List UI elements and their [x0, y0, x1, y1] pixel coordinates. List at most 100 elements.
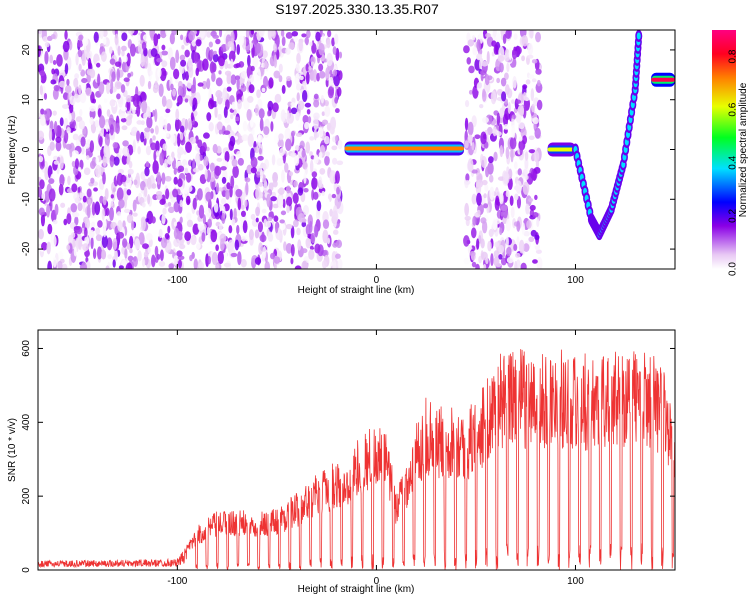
spectrogram-noise-blob [255, 186, 261, 201]
spectrogram-noise-blob [509, 195, 514, 206]
spectrogram-noise-blob [149, 30, 156, 39]
spectrogram-noise-blob [67, 175, 71, 186]
colorbar: 0.0 0.2 0.4 0.6 0.8 Normalized spectral ampl… [712, 30, 749, 276]
spectrogram-noise-blob [98, 189, 103, 196]
spectrogram-noise-blob [196, 188, 203, 201]
spectrogram-noise-blob [69, 103, 74, 114]
spectrogram-noise-blob [156, 57, 163, 63]
spectrogram-noise-blob [271, 191, 277, 197]
spectrogram-noise-blob [247, 95, 254, 103]
spectrogram-noise-blob [257, 221, 264, 233]
spectrogram-noise-blob [487, 240, 492, 252]
spectrogram-noise-blob [535, 68, 542, 75]
spectrogram-noise-blob [271, 154, 276, 166]
spectrogram-carrier-line [344, 141, 464, 156]
spectrogram-noise-blob [155, 194, 163, 200]
spectrogram-noise-blob [511, 114, 517, 120]
spectrogram-noise-blob [259, 117, 264, 132]
spectrogram-noise-blob [185, 136, 189, 143]
spectrogram-noise-blob [158, 228, 163, 239]
spectrogram-noise-blob [70, 232, 76, 239]
spectrogram-noise-blob [489, 186, 495, 201]
spectrogram-noise-blob [324, 155, 330, 166]
spectrogram-noise-blob [535, 249, 542, 254]
spectrogram-noise-blob [513, 33, 518, 41]
spectrogram-noise-blob [78, 34, 84, 41]
spectrogram-noise-blob [94, 201, 101, 216]
spectrogram-noise-blob [190, 112, 194, 122]
spectrogram-noise-blob [519, 141, 524, 156]
spectrogram-noise-blob [166, 123, 172, 132]
spectrogram-noise-blob [336, 86, 342, 97]
spectrogram-noise-blob [103, 110, 107, 115]
spectrogram-noise-blob [150, 48, 158, 58]
spectrogram-noise-blob [128, 114, 133, 120]
spectrogram-noise-blob [479, 30, 484, 44]
spectrogram-noise-blob [58, 183, 64, 196]
spectrogram-noise-blob [527, 42, 534, 56]
spectrogram-noise-blob [52, 110, 57, 116]
spectrogram-noise-blob [89, 105, 97, 112]
spectrogram-noise-blob [73, 246, 77, 257]
spectrogram-noise-blob [149, 70, 153, 76]
spectrogram-line-core [547, 147, 576, 152]
spectrogram-noise-blob [534, 234, 540, 240]
spectrogram-noise-blob [160, 237, 168, 249]
spectrogram-noise-blob [292, 192, 299, 204]
spectrogram-noise-blob [186, 212, 192, 221]
spectrogram-noise-blob [516, 236, 520, 246]
spectrogram-noise-blob [150, 142, 157, 151]
spectrogram-noise-blob [524, 158, 529, 170]
spectrogram-noise-blob [254, 229, 259, 239]
spectrogram-noise-blob [463, 235, 470, 247]
spectrogram-noise-blob [92, 98, 97, 104]
spectrogram-noise-blob [471, 227, 477, 239]
spectrogram-noise-blob [488, 174, 494, 183]
spectrogram-noise-blob [172, 188, 179, 198]
spectrogram-noise-blob [186, 118, 193, 131]
spectrogram-noise-blob [49, 141, 55, 151]
spectrogram-noise-blob [67, 113, 72, 123]
spectrogram-noise-blob [505, 84, 510, 96]
spectrogram-noise-blob [501, 91, 507, 102]
spectrogram-noise-blob [496, 112, 501, 126]
spectrogram-noise-blob [321, 260, 328, 269]
spectrogram-noise-blob [190, 84, 196, 94]
spectrogram-noise-blob [203, 132, 210, 139]
snr-panel: -100 0 100 0 200 400 600 Height of straight l… [7, 329, 676, 595]
spectrogram-noise-blob [201, 39, 207, 52]
spectrogram-noise-blob [91, 221, 96, 228]
spectrogram-noise-blob [263, 199, 267, 207]
spectrogram-noise-blob [187, 185, 193, 192]
spectrogram-noise-blob [240, 84, 247, 92]
spectrogram-noise-blob [329, 170, 337, 184]
snr-y-tick-label: 200 [21, 487, 32, 504]
spectrogram-noise-blob [132, 139, 136, 153]
spectrogram-noise-blob [236, 224, 240, 235]
spectrogram-noise-blob [471, 169, 478, 174]
spectrogram-noise-blob [522, 92, 527, 101]
spectrogram-noise-blob [165, 30, 172, 37]
spectrogram-noise-blob [121, 45, 127, 52]
spectrogram-noise-blob [515, 180, 522, 194]
spectrogram-noise-blob [56, 54, 63, 67]
spectrogram-noise-blob [468, 89, 473, 95]
spectrogram-noise-blob [308, 65, 312, 71]
spectrogram-noise-blob [301, 248, 308, 254]
spectrogram-noise-blob [464, 215, 471, 221]
spectrogram-noise-blob [68, 40, 73, 51]
spectrogram-noise-blob [469, 251, 476, 257]
spectrogram-noise-blob [491, 51, 495, 57]
spectrogram-noise-blob [258, 147, 263, 155]
spectrogram-noise-blob [305, 30, 311, 39]
spectrogram-noise-blob [140, 171, 146, 180]
spectrogram-noise-blob [318, 176, 323, 188]
spectrogram-noise-blob [323, 135, 330, 145]
spectrogram-noise-blob [248, 84, 255, 94]
spectrogram-noise-blob [119, 113, 126, 119]
spectrogram-noise-blob [141, 202, 146, 208]
spectrogram-noise-blob [169, 115, 176, 122]
colorbar-tick-label: 0.0 [728, 262, 739, 276]
spectrogram-noise-blob [167, 206, 175, 214]
spectrogram-noise-blob [534, 194, 538, 200]
